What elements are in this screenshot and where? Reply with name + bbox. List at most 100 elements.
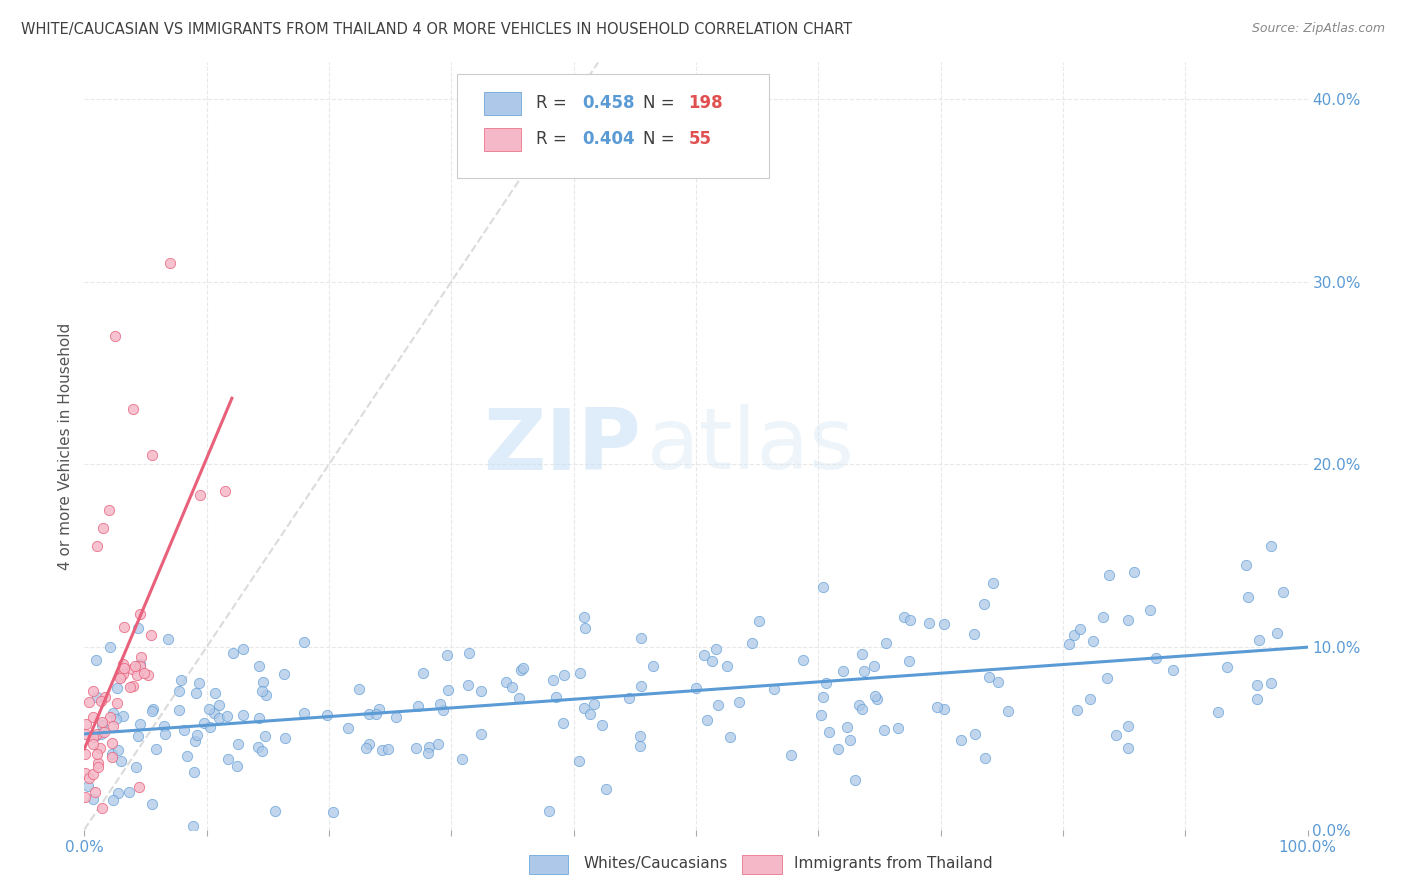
Point	[918, 615, 941, 630]
Point	[118, 785, 141, 799]
Point	[84, 729, 107, 743]
Point	[426, 737, 449, 751]
Point	[75, 765, 97, 780]
Point	[1236, 590, 1258, 604]
Point	[748, 614, 770, 628]
Point	[1247, 632, 1270, 647]
Point	[1260, 676, 1282, 690]
Point	[458, 647, 481, 661]
Point	[104, 712, 127, 726]
FancyBboxPatch shape	[457, 74, 769, 178]
Point	[214, 483, 236, 498]
Point	[86, 727, 108, 741]
Point	[512, 661, 534, 675]
Point	[264, 805, 287, 819]
Point	[94, 690, 117, 704]
Point	[470, 684, 492, 698]
Point	[98, 640, 121, 655]
Point	[141, 628, 163, 642]
Point	[157, 632, 180, 646]
Point	[169, 702, 191, 716]
Point	[112, 619, 135, 633]
Point	[702, 654, 724, 668]
Point	[107, 786, 129, 800]
Point	[187, 675, 209, 690]
Point	[1246, 691, 1268, 706]
Point	[232, 707, 254, 722]
Point	[90, 727, 112, 741]
Point	[1069, 622, 1091, 636]
Point	[617, 690, 640, 705]
Point	[862, 659, 884, 673]
Point	[541, 673, 564, 687]
Point	[863, 689, 886, 703]
Point	[75, 716, 97, 731]
Y-axis label: 4 or more Vehicles in Household: 4 or more Vehicles in Household	[58, 322, 73, 570]
Point	[848, 698, 870, 713]
Point	[159, 256, 181, 270]
Point	[973, 597, 995, 611]
Point	[77, 779, 100, 793]
Point	[232, 642, 254, 657]
Point	[1144, 651, 1167, 665]
Point	[215, 708, 238, 723]
Point	[169, 673, 191, 688]
Point	[274, 731, 297, 746]
Point	[124, 658, 146, 673]
Point	[898, 654, 921, 668]
Point	[252, 674, 274, 689]
Point	[457, 677, 479, 691]
Point	[82, 791, 104, 805]
Point	[412, 665, 434, 680]
Point	[1097, 568, 1119, 582]
Point	[90, 694, 112, 708]
Point	[118, 680, 141, 694]
Point	[75, 747, 97, 761]
Point	[595, 781, 617, 796]
Point	[112, 709, 135, 723]
Point	[436, 648, 458, 663]
Point	[844, 772, 866, 787]
Point	[628, 739, 651, 753]
Point	[89, 740, 111, 755]
Point	[100, 747, 122, 762]
Point	[141, 704, 163, 718]
Point	[685, 681, 707, 695]
Point	[217, 752, 239, 766]
Point	[810, 707, 832, 722]
Point	[121, 662, 143, 676]
Point	[84, 653, 107, 667]
Point	[437, 682, 460, 697]
Text: 198: 198	[689, 94, 723, 112]
Point	[107, 743, 129, 757]
Point	[852, 664, 875, 678]
Point	[875, 635, 897, 649]
Point	[184, 685, 207, 699]
Point	[572, 700, 595, 714]
Text: N =: N =	[644, 130, 681, 148]
Point	[932, 702, 955, 716]
Point	[198, 702, 221, 716]
Point	[893, 609, 915, 624]
Point	[125, 668, 148, 682]
Point	[762, 681, 785, 696]
Point	[949, 732, 972, 747]
Point	[75, 727, 97, 741]
Point	[357, 706, 380, 721]
Point	[1078, 692, 1101, 706]
Point	[111, 657, 134, 671]
Text: Immigrants from Thailand: Immigrants from Thailand	[794, 856, 993, 871]
FancyBboxPatch shape	[484, 92, 522, 114]
Point	[112, 666, 135, 681]
Point	[105, 697, 128, 711]
Point	[839, 732, 862, 747]
Point	[508, 691, 530, 706]
Point	[226, 737, 249, 751]
Point	[122, 402, 145, 417]
Point	[129, 607, 152, 621]
Point	[470, 726, 492, 740]
Point	[337, 721, 360, 735]
Point	[866, 691, 889, 706]
Point	[125, 760, 148, 774]
Point	[97, 503, 120, 517]
